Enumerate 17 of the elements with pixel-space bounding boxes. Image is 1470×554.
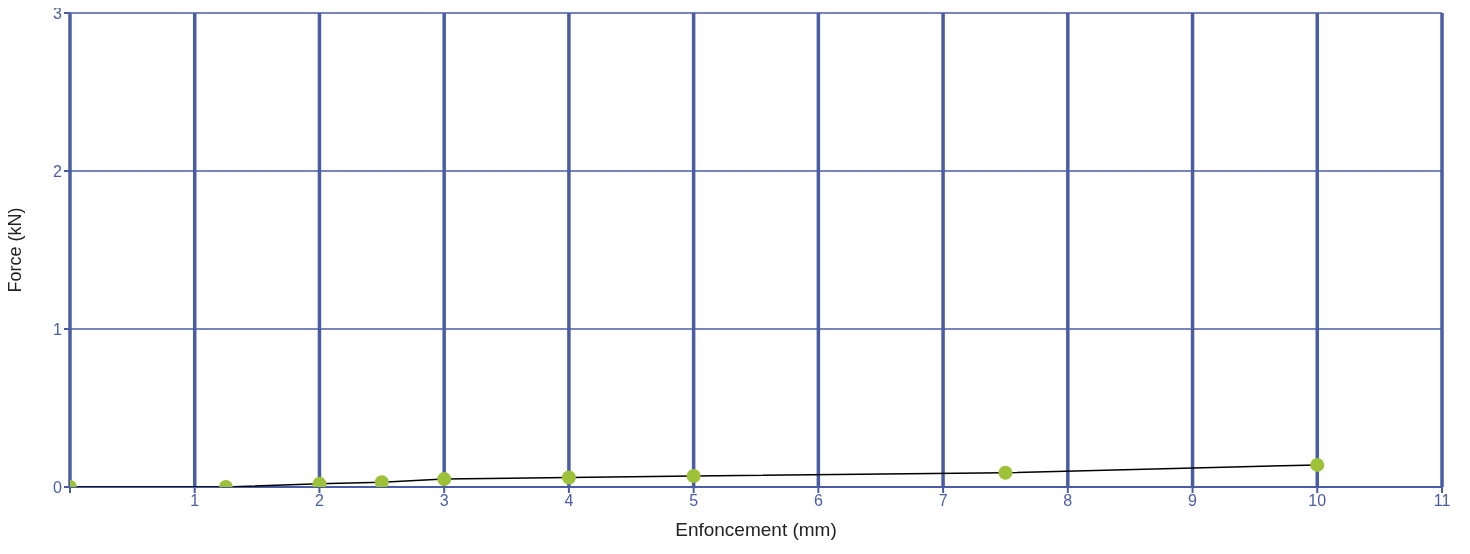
x-tick-label: 2 (315, 492, 324, 510)
x-tick-label: 9 (1188, 492, 1198, 510)
x-tick-label: 1 (190, 492, 200, 510)
y-axis-title: Force (kN) (5, 207, 26, 293)
x-tick-label: 7 (938, 492, 948, 510)
x-tick-label: 6 (813, 492, 823, 510)
y-tick-label: 0 (53, 478, 63, 496)
x-tick-label: 8 (1063, 492, 1073, 510)
x-axis-title: Enfoncement (mm) (675, 519, 837, 540)
x-tick-label: 3 (439, 492, 449, 510)
x-tick-label: 11 (1433, 492, 1451, 510)
y-tick-label: 1 (53, 320, 63, 338)
x-tick-label: 5 (689, 492, 699, 510)
y-tick-label: 3 (53, 4, 63, 22)
x-tick-label: 4 (564, 492, 574, 510)
y-tick-label: 2 (53, 162, 63, 180)
x-tick-label: 10 (1308, 492, 1327, 510)
